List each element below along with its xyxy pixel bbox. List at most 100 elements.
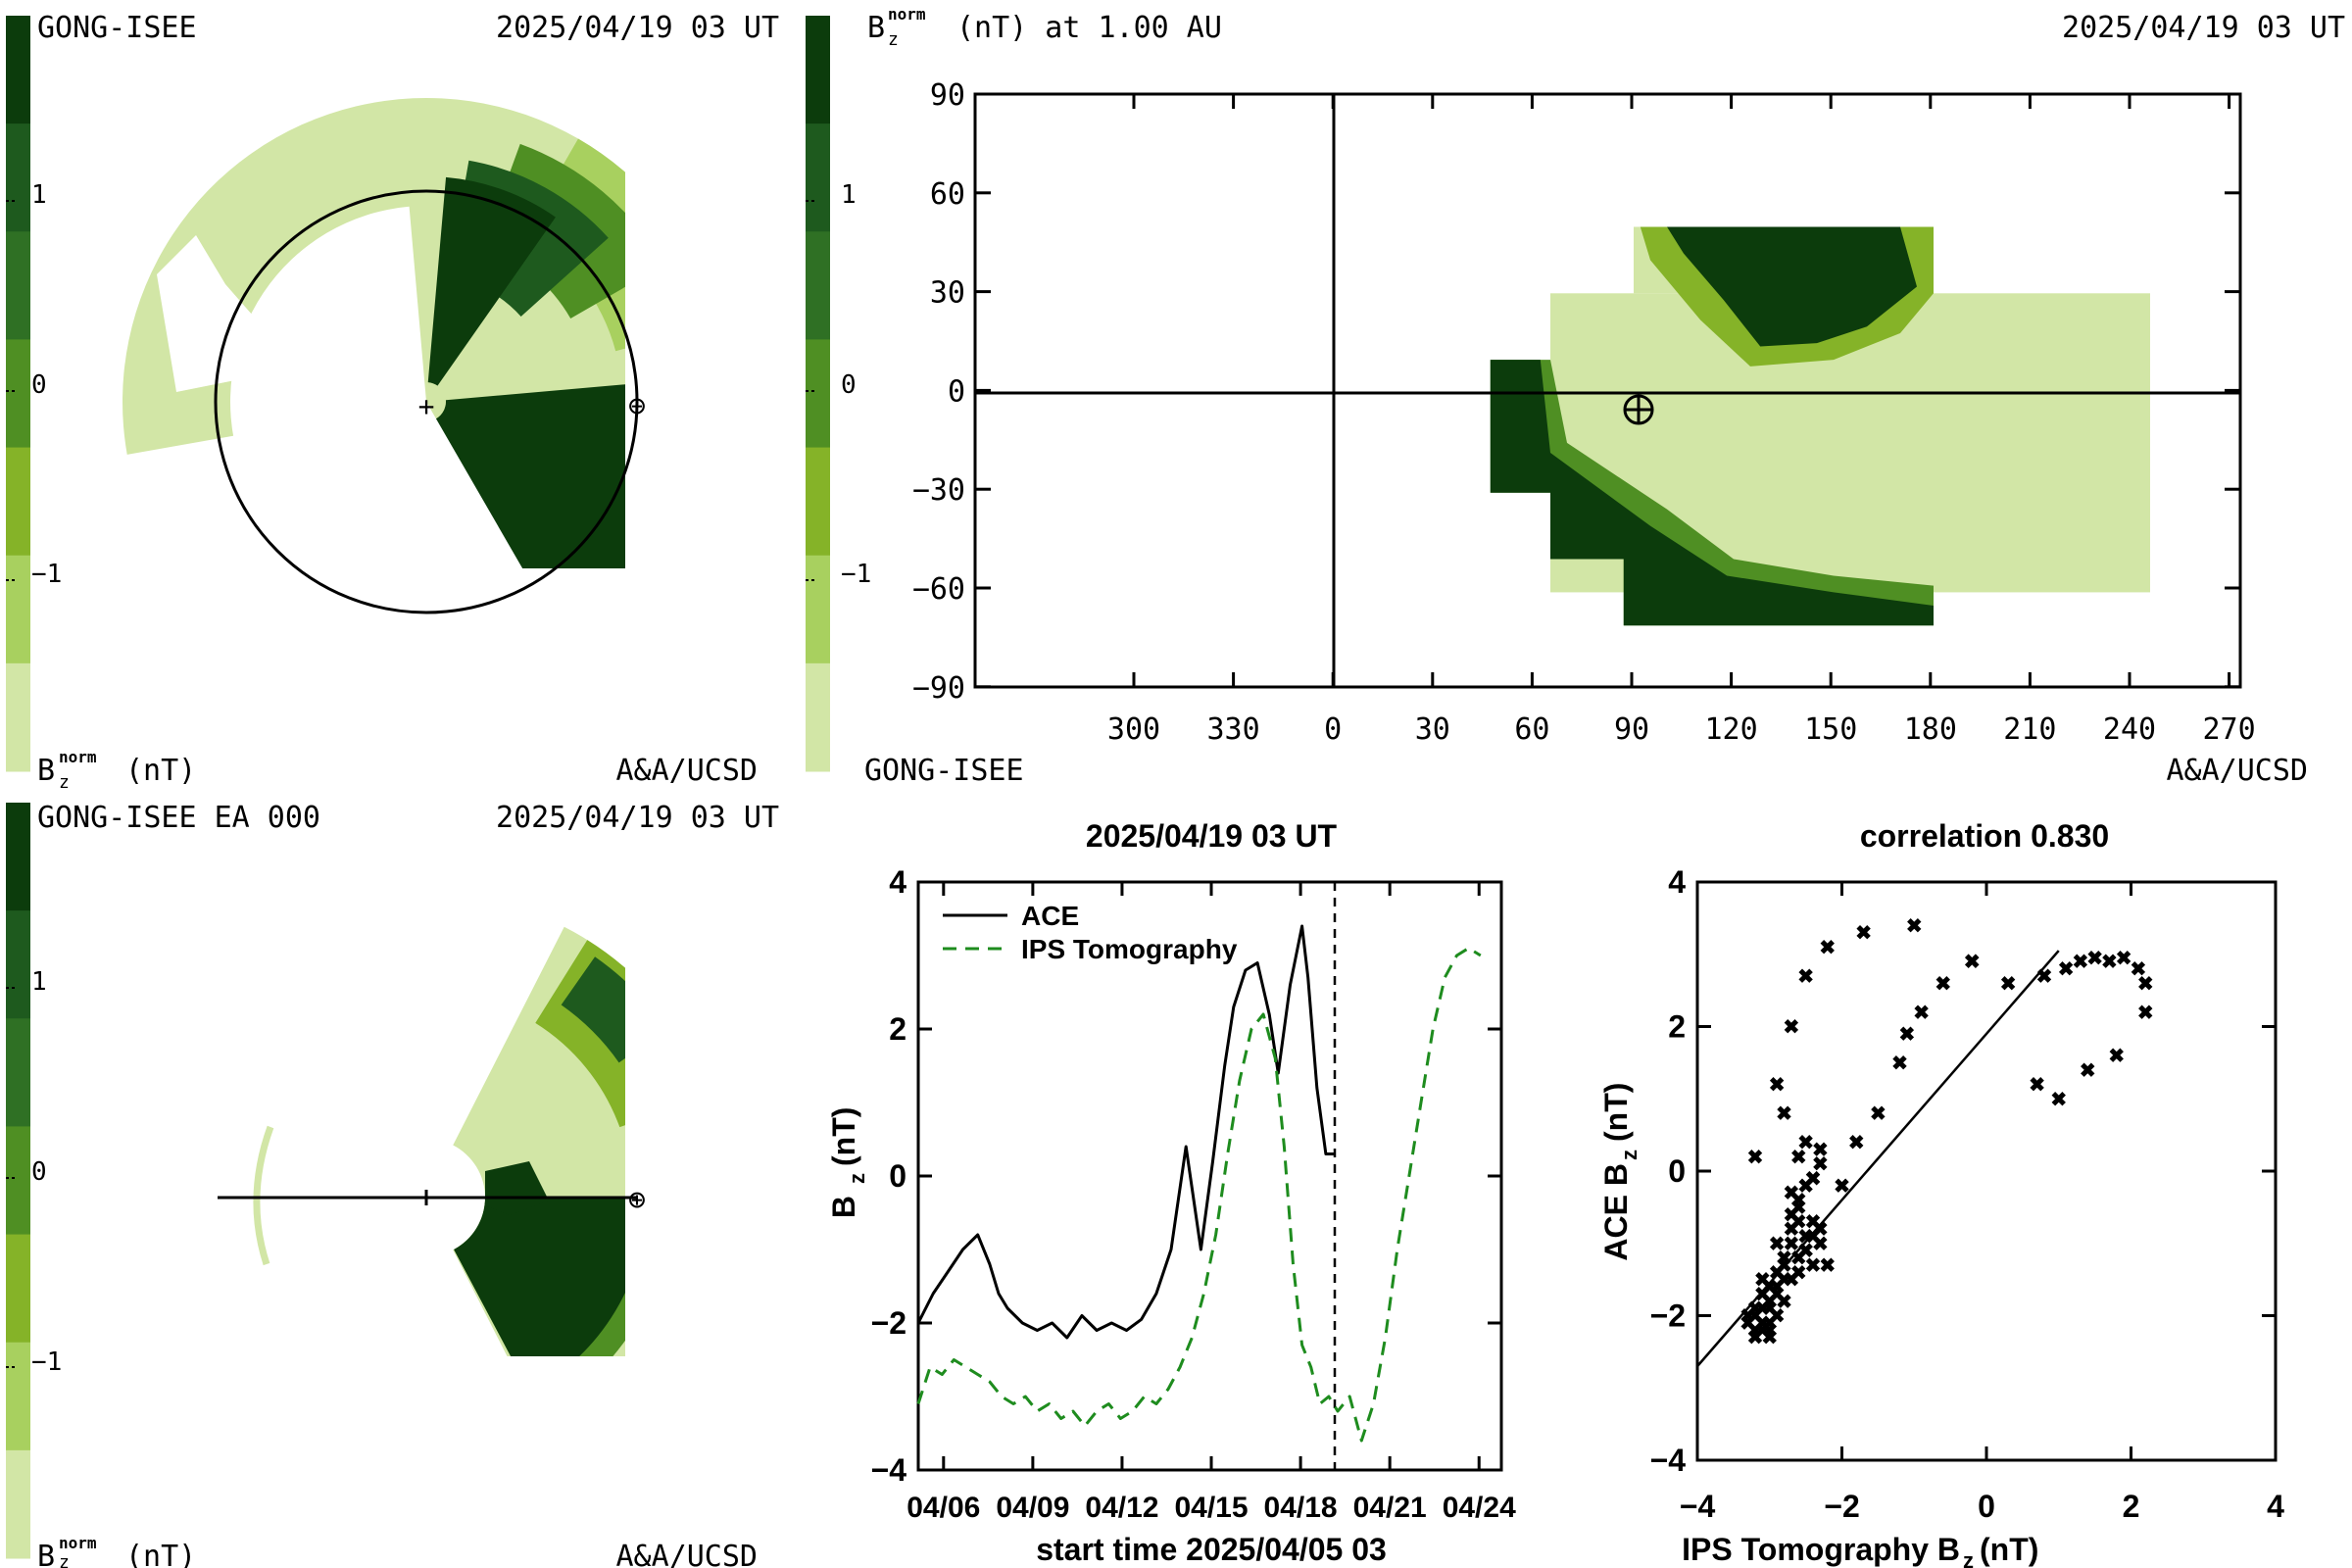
panel-title-left: GONG-ISEE EA 000 xyxy=(37,801,320,835)
colorbar-label-sub: z xyxy=(59,772,70,793)
panel-footer-right: A&A/UCSD xyxy=(616,1540,759,1568)
scatter-point: ✖ xyxy=(2029,1075,2045,1097)
y-tick-label: 0 xyxy=(889,1158,906,1194)
core-notch xyxy=(485,1161,549,1215)
scatter-point: ✖ xyxy=(2116,948,2132,969)
x-tick-label: 300 xyxy=(1107,712,1160,747)
colorbar-tick-1: 1 xyxy=(31,967,47,997)
y-tick-label: 4 xyxy=(1668,864,1686,900)
y-axis-label: B z (nT) xyxy=(826,1107,869,1219)
svg-text:z: z xyxy=(59,1552,70,1568)
panel-title-left: B z norm (nT) at 1.00 AU xyxy=(867,5,1222,50)
scatter-point: ✖ xyxy=(1790,1147,1807,1168)
x-tick-label: 04/09 xyxy=(996,1492,1069,1524)
scatter-point: ✖ xyxy=(1790,1249,1807,1270)
x-tick-label: 270 xyxy=(2203,712,2256,747)
panel-title-right: 2025/04/19 03 UT xyxy=(2062,11,2345,45)
colorbar-tick-1: 1 xyxy=(31,180,47,210)
y-tick-label: −30 xyxy=(912,473,965,508)
y-label-unit: (nT) xyxy=(1598,1083,1634,1142)
scatter-point: ✖ xyxy=(1790,1198,1807,1219)
series-line-ace xyxy=(916,924,1335,1340)
x-tick-label: 240 xyxy=(2103,712,2156,747)
svg-text:IPS Tomography B: IPS Tomography B xyxy=(1682,1532,1960,1567)
scatter-point: ✖ xyxy=(1790,1212,1807,1234)
svg-text:z: z xyxy=(888,29,899,50)
scatter-point: ✖ xyxy=(2130,959,2146,981)
scatter-point: ✖ xyxy=(1769,1075,1786,1097)
x-tick-label: 04/24 xyxy=(1443,1492,1516,1524)
y-tick-label: −4 xyxy=(1650,1443,1687,1478)
colorbar-label-main: B xyxy=(37,1540,55,1568)
scatter-point: ✖ xyxy=(1805,1226,1822,1248)
northern-blob-core xyxy=(1667,226,1917,347)
spiral-arm-north-core xyxy=(427,176,556,386)
colorbar-level-0 xyxy=(6,1449,30,1559)
x-tick-label: 04/15 xyxy=(1174,1492,1248,1524)
x-tick-label: 04/12 xyxy=(1085,1492,1158,1524)
scatter-point: ✖ xyxy=(1754,1270,1771,1292)
scatter-point: ✖ xyxy=(1761,1328,1778,1349)
x-tick-label: −4 xyxy=(1680,1489,1716,1524)
scatter-point: ✖ xyxy=(1776,1255,1792,1277)
svg-text:z: z xyxy=(845,1173,869,1184)
inner-arc xyxy=(253,1125,274,1266)
colorbar-level-2 xyxy=(6,447,30,557)
scatter-point: ✖ xyxy=(2058,959,2075,981)
scatter-point: ✖ xyxy=(1769,1306,1786,1328)
scatter-point: ✖ xyxy=(1761,1277,1778,1298)
colorbar-level-4 xyxy=(6,1018,30,1127)
x-label-main: IPS Tomography B xyxy=(1682,1532,1960,1567)
panel-footer-right: A&A/UCSD xyxy=(2167,754,2309,788)
scatter-point: ✖ xyxy=(1740,1306,1756,1328)
scatter-point: ✖ xyxy=(1797,1241,1814,1262)
legend-ips-label: IPS Tomography xyxy=(1021,934,1238,964)
sun-marker: + xyxy=(418,390,435,422)
svg-text:(nT): (nT) xyxy=(826,1107,861,1166)
x-tick-label: 90 xyxy=(1614,712,1649,747)
x-tick-label: 30 xyxy=(1415,712,1450,747)
colorbar-label-unit: (nT) xyxy=(125,754,196,788)
scatter-point: ✖ xyxy=(1797,966,1814,988)
latlon-map xyxy=(1490,226,2150,626)
x-axis-label: start time 2025/04/05 03 xyxy=(1036,1532,1387,1567)
colorbar-level-3 xyxy=(6,339,30,449)
colorbar-label-main: B xyxy=(37,754,55,788)
scatter-point: ✖ xyxy=(2050,1089,2067,1110)
scatter-point: ✖ xyxy=(1805,1168,1822,1190)
scatter-point: ✖ xyxy=(1935,973,1951,995)
scatter-point: ✖ xyxy=(1783,1270,1799,1292)
y-label-unit: (nT) xyxy=(826,1107,861,1166)
x-axis-label: IPS Tomography B z (nT) xyxy=(1682,1532,2038,1568)
scatter-point: ✖ xyxy=(1747,1320,1764,1342)
scatter-point: ✖ xyxy=(1769,1277,1786,1298)
scatter-point: ✖ xyxy=(1891,1053,1908,1074)
colorbar-tick-minus1: −1 xyxy=(31,560,62,589)
scatter-point: ✖ xyxy=(1747,1306,1764,1328)
scatter-point: ✖ xyxy=(1783,1183,1799,1204)
solar-wind-map-top xyxy=(122,98,625,568)
scatter-point: ✖ xyxy=(1805,1255,1822,1277)
svg-text:(nT) at 1.00 AU: (nT) at 1.00 AU xyxy=(956,11,1222,45)
svg-text:norm: norm xyxy=(59,748,97,766)
colorbar-label-sup: norm xyxy=(59,1534,97,1552)
scatter-point: ✖ xyxy=(1790,1262,1807,1284)
scatter-point: ✖ xyxy=(1747,1147,1764,1168)
colorbar-level-5 xyxy=(6,910,30,1019)
colorbar-level-0 xyxy=(6,662,30,772)
scatter-point: ✖ xyxy=(1776,1270,1792,1292)
chart-title: correlation 0.830 xyxy=(1860,818,2109,854)
title-b: B xyxy=(867,11,885,45)
scatter-point: ✖ xyxy=(1805,1168,1822,1190)
scatter-point: ✖ xyxy=(1769,1284,1786,1305)
scatter-point: ✖ xyxy=(1870,1103,1886,1125)
scatter-point: ✖ xyxy=(1805,1212,1822,1234)
panel-footer-right: A&A/UCSD xyxy=(616,754,759,788)
scatter-point: ✖ xyxy=(1834,1176,1850,1198)
scatter-point: ✖ xyxy=(1740,1313,1756,1335)
svg-text:norm: norm xyxy=(888,5,926,24)
scatter-point: ✖ xyxy=(1812,1219,1829,1241)
scatter-point: ✖ xyxy=(2080,1060,2096,1082)
